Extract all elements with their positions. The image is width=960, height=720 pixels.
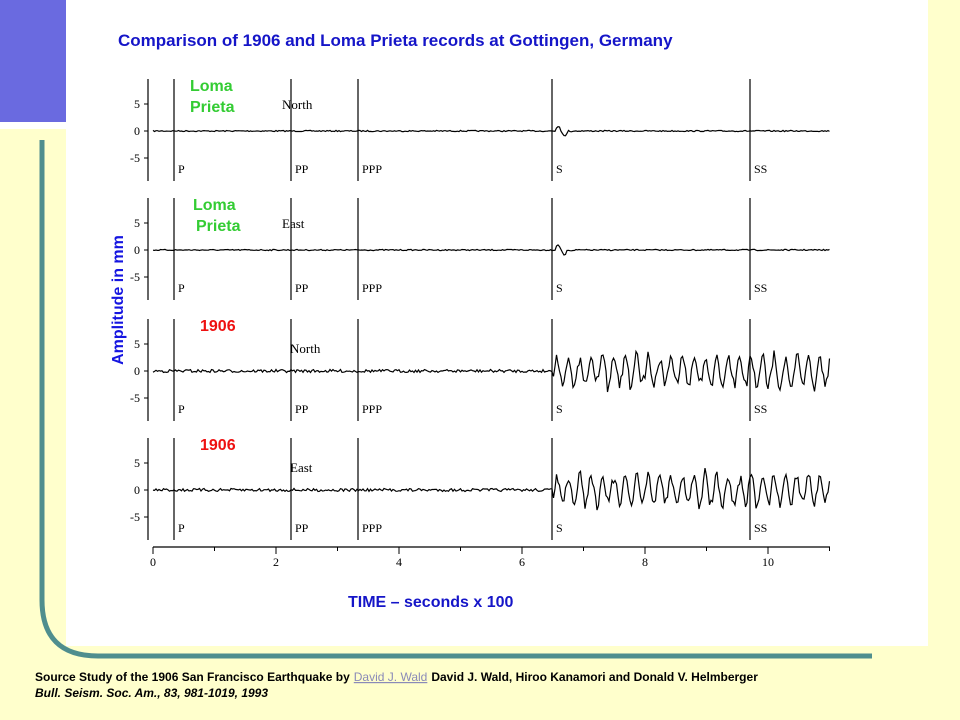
figure-panel: [66, 0, 928, 646]
footer: Source Study of the 1906 San Francisco E…: [35, 670, 758, 700]
phase-label: PP: [295, 521, 309, 535]
author-link[interactable]: David J. Wald: [354, 670, 428, 684]
phase-label: S: [556, 402, 563, 416]
panel-label: Prieta: [190, 99, 235, 116]
phase-label: SS: [754, 162, 767, 176]
x-tick-label: 6: [519, 555, 525, 569]
figure-title: Comparison of 1906 and Loma Prieta recor…: [118, 31, 673, 50]
component-label: North: [290, 341, 321, 356]
seismogram-trace: [152, 349, 831, 393]
phase-label: PP: [295, 402, 309, 416]
panel-label: Prieta: [196, 218, 241, 235]
frame-border: [39, 140, 872, 659]
phase-label: PPP: [362, 521, 382, 535]
y-tick-label: 5: [134, 456, 140, 470]
y-tick-label: 0: [134, 243, 140, 257]
authors: David J. Wald, Hiroo Kanamori and Donald…: [431, 670, 758, 684]
y-tick-label: 0: [134, 124, 140, 138]
phase-label: P: [178, 281, 185, 295]
component-label: East: [282, 216, 305, 231]
phase-label: S: [556, 281, 563, 295]
panel-label: Loma: [193, 197, 236, 214]
phase-label: PPP: [362, 281, 382, 295]
x-tick-label: 0: [150, 555, 156, 569]
seismogram-trace: [152, 467, 831, 511]
phase-label: PP: [295, 281, 309, 295]
y-tick-label: 0: [134, 364, 140, 378]
corner-stripe: [0, 122, 66, 129]
component-label: East: [290, 460, 313, 475]
phase-label: SS: [754, 402, 767, 416]
journal: Bull. Seism. Soc. Am., 83, 981-1019, 199…: [35, 686, 268, 700]
phase-label: PPP: [362, 402, 382, 416]
y-tick-label: 5: [134, 97, 140, 111]
phase-label: S: [556, 521, 563, 535]
panel-label: Loma: [190, 78, 233, 95]
y-tick-label: -5: [130, 391, 140, 405]
x-tick-label: 4: [396, 555, 402, 569]
phase-label: SS: [754, 521, 767, 535]
citation: Source Study of the 1906 San Francisco E…: [35, 670, 758, 684]
x-tick-label: 2: [273, 555, 279, 569]
y-tick-label: -5: [130, 270, 140, 284]
x-axis-label: TIME – seconds x 100: [348, 594, 514, 611]
x-tick-label: 8: [642, 555, 648, 569]
corner-block: [0, 0, 66, 124]
y-axis-label: Amplitude in mm: [110, 235, 127, 365]
y-tick-label: 5: [134, 216, 140, 230]
seismogram-trace: [152, 244, 830, 256]
x-tick-label: 10: [762, 555, 774, 569]
phase-label: P: [178, 521, 185, 535]
phase-label: PPP: [362, 162, 382, 176]
phase-label: P: [178, 402, 185, 416]
y-tick-label: -5: [130, 510, 140, 524]
seismogram-trace: [152, 126, 830, 137]
citation-prefix: Source Study of the 1906 San Francisco E…: [35, 670, 350, 684]
figure: Comparison of 1906 and Loma Prieta recor…: [110, 31, 831, 611]
phase-label: S: [556, 162, 563, 176]
y-tick-label: -5: [130, 151, 140, 165]
phase-label: P: [178, 162, 185, 176]
y-tick-label: 0: [134, 483, 140, 497]
component-label: North: [282, 97, 313, 112]
panel-label: 1906: [200, 318, 236, 335]
y-tick-label: 5: [134, 337, 140, 351]
panel-label: 1906: [200, 437, 236, 454]
phase-label: PP: [295, 162, 309, 176]
phase-label: SS: [754, 281, 767, 295]
